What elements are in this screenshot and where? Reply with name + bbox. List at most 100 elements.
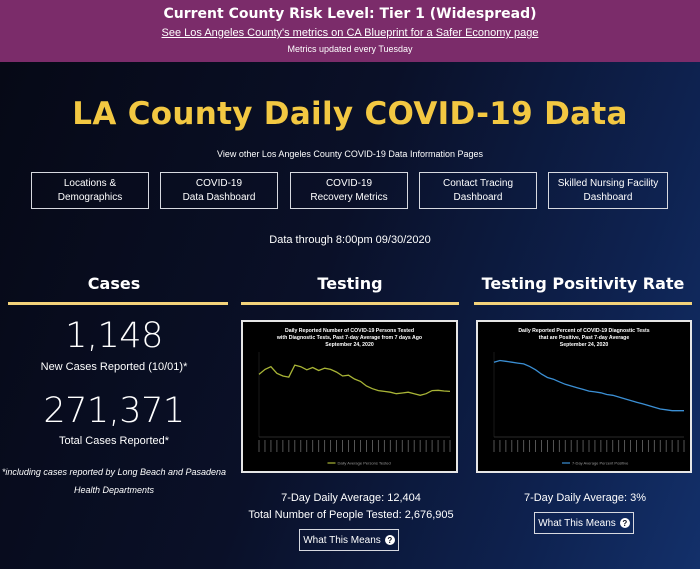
x-tick-label: [342, 440, 343, 452]
x-tick-label: [437, 440, 439, 452]
positivity-what-this-means-button[interactable]: What This Means ?: [534, 512, 634, 534]
x-tick-label: [383, 440, 385, 452]
ca-blueprint-link[interactable]: See Los Angeles County's metrics on CA B…: [161, 27, 539, 39]
testing-what-this-means-button[interactable]: What This Means ?: [299, 529, 399, 551]
page-title: LA County Daily COVID-19 Data: [72, 96, 628, 132]
total-cases-label: Total Cases Reported*: [58, 435, 170, 447]
x-tick-label: [360, 440, 361, 452]
nav-label-line1: Contact Tracing: [442, 177, 514, 189]
x-tick-label: [282, 440, 284, 452]
x-tick-label: [312, 440, 314, 452]
nav-label-line1: COVID-19: [325, 177, 373, 189]
question-icon: ?: [619, 518, 630, 528]
series-line: [493, 359, 684, 412]
x-tick-label: [588, 440, 590, 452]
x-tick-label: [377, 440, 379, 452]
button-label: What This Means: [303, 534, 381, 546]
x-tick-label: [366, 440, 367, 452]
x-tick-label: [618, 440, 620, 452]
cases-heading: Cases: [87, 274, 141, 293]
x-tick-label: [505, 440, 507, 452]
x-tick-label: [306, 440, 308, 452]
x-tick-label: [677, 440, 679, 452]
x-tick-label: [407, 440, 409, 452]
x-tick-label: [558, 440, 560, 452]
dashboard-main: LA County Daily COVID-19 Data View other…: [0, 62, 700, 569]
x-tick-label: [336, 440, 337, 452]
positivity-line-chart: Daily Reported Percent of COVID-19 Diagn…: [493, 328, 685, 466]
x-tick-label: [523, 440, 525, 452]
legend-label: Daily Average Persons Tested: [338, 461, 391, 466]
x-tick-label: [348, 440, 349, 452]
cases-heading-underline: [8, 302, 228, 305]
legend-label: 7-Day Average Percent Positive: [572, 461, 629, 466]
x-tick-label: [636, 440, 637, 452]
x-tick-label: [564, 440, 566, 452]
x-tick-label: [395, 440, 397, 452]
positivity-chart-frame[interactable]: Daily Reported Percent of COVID-19 Diagn…: [476, 320, 692, 473]
x-tick-label: [449, 440, 451, 452]
testing-line-chart: Daily Reported Number of COVID-19 Person…: [258, 328, 451, 466]
x-tick-label: [330, 440, 332, 452]
x-tick-label: [653, 440, 655, 452]
x-tick-label: [372, 440, 373, 452]
x-tick-label: [683, 440, 685, 452]
cases-footnote: *including cases reported by Long Beach …: [0, 463, 228, 499]
nav-label-line1: Locations &: [63, 177, 117, 189]
chart-title-line: September 24, 2020: [560, 342, 609, 348]
x-tick-label: [582, 440, 584, 452]
x-tick-label: [499, 440, 501, 452]
testing-daily-average: 7-Day Daily Average: 12,404: [281, 492, 421, 504]
x-tick-label: [511, 440, 513, 452]
x-tick-label: [318, 440, 320, 452]
x-tick-label: [552, 440, 554, 452]
footnote-line1: *including cases reported by Long Beach …: [1, 467, 227, 477]
new-cases-count: 1,148: [65, 316, 163, 356]
question-icon: ?: [384, 535, 395, 545]
nav-contact-tracing-button[interactable]: Contact Tracing Dashboard: [419, 172, 537, 209]
x-tick-label: [294, 440, 296, 452]
risk-level-title: Current County Risk Level: Tier 1 (Wides…: [163, 6, 537, 22]
x-tick-label: [535, 440, 536, 452]
nav-label-line2: Demographics: [57, 191, 123, 203]
nav-locations-demographics-button[interactable]: Locations & Demographics: [31, 172, 149, 209]
positivity-heading: Testing Positivity Rate: [481, 274, 685, 293]
x-tick-label: [419, 440, 421, 452]
x-tick-label: [300, 440, 302, 452]
chart-title-line: Daily Reported Number of COVID-19 Person…: [285, 328, 414, 334]
metrics-update-note: Metrics updated every Tuesday: [287, 44, 413, 54]
x-tick-label: [413, 440, 415, 452]
series-line: [258, 364, 451, 396]
nav-label-line2: Data Dashboard: [182, 191, 256, 203]
chart-title-line: September 24, 2020: [325, 342, 374, 348]
x-tick-label: [276, 440, 278, 452]
x-tick-label: [258, 440, 260, 452]
total-cases-count: 271,371: [43, 391, 185, 431]
x-tick-label: [600, 440, 602, 452]
nav-recovery-metrics-button[interactable]: COVID-19 Recovery Metrics: [290, 172, 408, 209]
x-tick-label: [665, 440, 667, 452]
pages-subtitle: View other Los Angeles County COVID-19 D…: [217, 149, 483, 159]
testing-chart-frame[interactable]: Daily Reported Number of COVID-19 Person…: [241, 320, 458, 473]
x-tick-label: [443, 440, 445, 452]
x-tick-label: [671, 440, 673, 452]
testing-heading-underline: [241, 302, 459, 305]
x-tick-label: [642, 440, 643, 452]
risk-banner: Current County Risk Level: Tier 1 (Wides…: [0, 0, 700, 62]
x-tick-label: [324, 440, 326, 452]
footnote-line2: Health Departments: [73, 485, 155, 495]
nav-data-dashboard-button[interactable]: COVID-19 Data Dashboard: [160, 172, 278, 209]
x-tick-label: [606, 440, 608, 452]
nav-label-line2: Dashboard: [453, 191, 503, 203]
x-tick-label: [594, 440, 596, 452]
positivity-daily-average: 7-Day Daily Average: 3%: [523, 492, 647, 504]
new-cases-label: New Cases Reported (10/01)*: [40, 361, 188, 373]
x-tick-label: [401, 440, 403, 452]
chart-title-line: that are Positive, Past 7-day Average: [539, 335, 630, 341]
x-tick-label: [570, 440, 572, 452]
x-tick-label: [354, 440, 355, 452]
chart-title-line: Daily Reported Percent of COVID-19 Diagn…: [518, 328, 649, 334]
x-tick-label: [547, 440, 548, 452]
x-tick-label: [517, 440, 519, 452]
nav-skilled-nursing-button[interactable]: Skilled Nursing Facility Dashboard: [548, 172, 668, 209]
